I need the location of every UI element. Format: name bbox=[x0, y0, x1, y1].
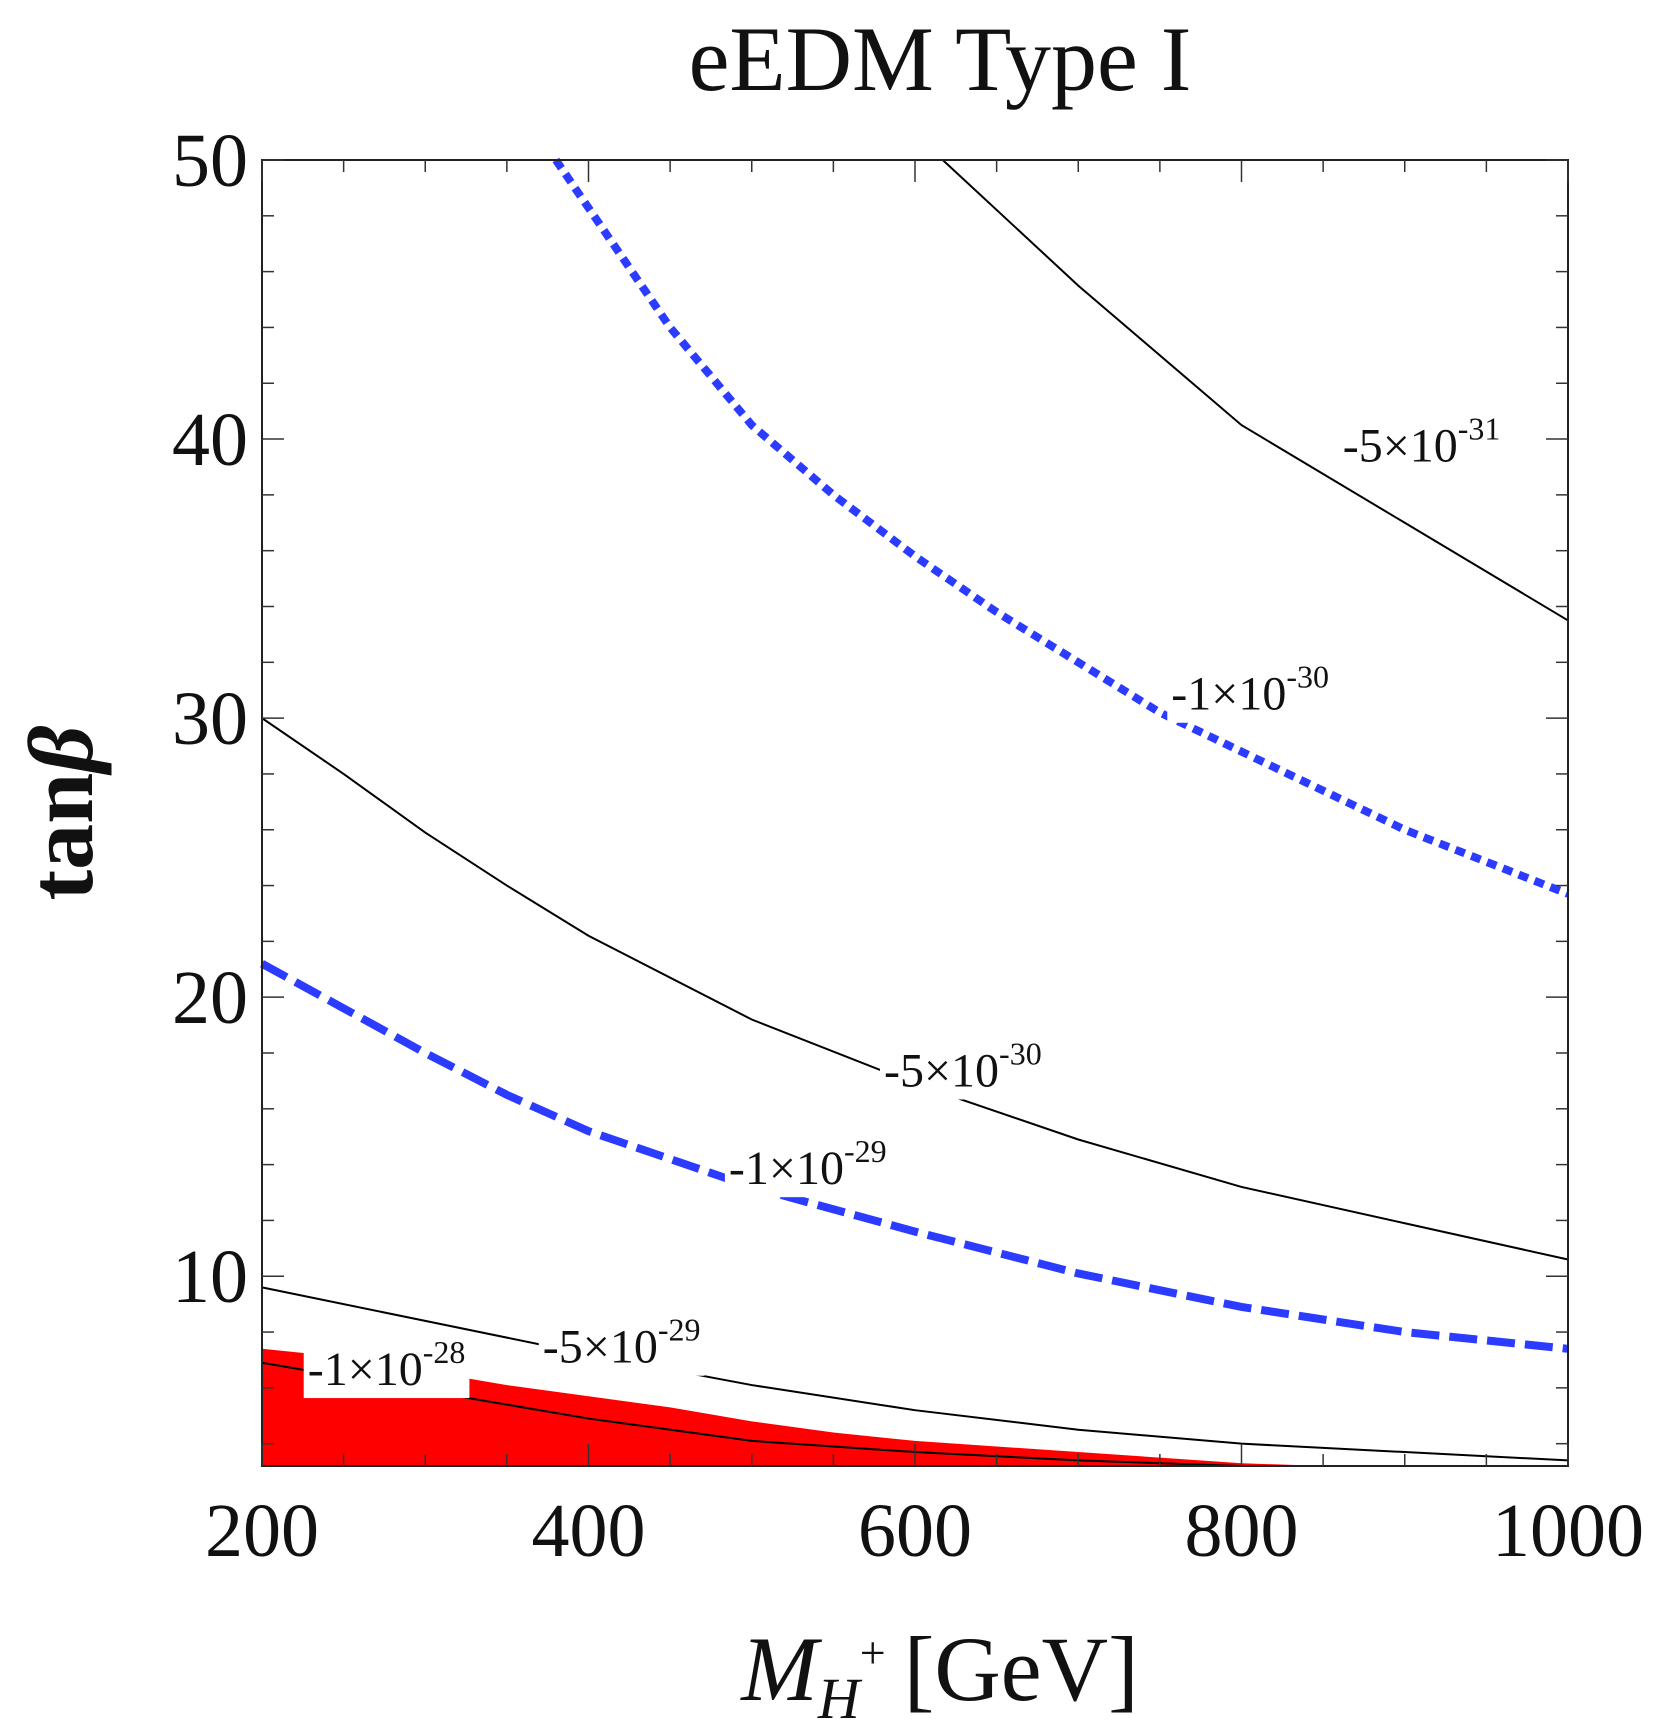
y-tick-label: 50 bbox=[172, 119, 248, 203]
contour-label-background bbox=[1338, 408, 1505, 475]
y-axis-label: tanβ bbox=[10, 726, 112, 901]
contour-label-mantissa: -1×10 bbox=[729, 1142, 844, 1195]
contour-label-6: -1×10-28 bbox=[303, 1332, 470, 1399]
x-tick-label: 200 bbox=[205, 1489, 319, 1573]
contour-label-exponent: -30 bbox=[999, 1035, 1042, 1071]
svg-text:-1×10-29: -1×10-29 bbox=[729, 1133, 887, 1195]
x-axis-label-unit: [GeV] bbox=[904, 1618, 1139, 1720]
x-tick-label: 400 bbox=[532, 1489, 646, 1573]
contour-line-1 bbox=[942, 159, 1569, 622]
contour-line-5 bbox=[261, 1286, 1569, 1462]
contour-label-3: -5×10-30 bbox=[879, 1033, 1046, 1100]
excluded-region-layer bbox=[262, 1348, 1324, 1466]
x-axis-label-main: M bbox=[739, 1618, 822, 1720]
contour-label-mantissa: -5×10 bbox=[543, 1321, 658, 1374]
x-tick-label: 800 bbox=[1185, 1489, 1299, 1573]
x-axis-label-sub: H bbox=[817, 1666, 863, 1727]
x-tick-label: 600 bbox=[858, 1489, 972, 1573]
plot-frame bbox=[261, 159, 1569, 1467]
y-tick-label: 20 bbox=[172, 956, 248, 1040]
svg-text:-5×10-31: -5×10-31 bbox=[1343, 410, 1501, 472]
contour-label-background bbox=[538, 1309, 705, 1376]
contour-line-4 bbox=[260, 960, 1569, 1353]
contour-label-exponent: -29 bbox=[844, 1133, 887, 1169]
contour-label-2: -1×10-30 bbox=[1167, 656, 1334, 723]
x-tick-label: 1000 bbox=[1492, 1489, 1644, 1573]
contour-label-5: -5×10-29 bbox=[538, 1309, 705, 1376]
y-tick-label: 40 bbox=[172, 398, 248, 482]
svg-text:-1×10-28: -1×10-28 bbox=[308, 1334, 466, 1396]
contour-label-mantissa: -1×10 bbox=[308, 1343, 423, 1396]
y-tick-label: 30 bbox=[172, 677, 248, 761]
svg-text:-5×10-29: -5×10-29 bbox=[543, 1312, 701, 1374]
chart-title: eEDM Type I bbox=[689, 8, 1192, 110]
svg-text:-5×10-30: -5×10-30 bbox=[884, 1035, 1042, 1097]
tick-layer: 200 400 600 800 1000 10 20 30 40 50 bbox=[172, 119, 1644, 1573]
contour-label-exponent: -31 bbox=[1458, 410, 1501, 446]
y-axis-label-greek: β bbox=[10, 726, 112, 776]
svg-text:-1×10-30: -1×10-30 bbox=[1171, 659, 1329, 721]
contour-label-exponent: -28 bbox=[423, 1334, 466, 1370]
contour-label-background bbox=[879, 1033, 1046, 1100]
contour-label-exponent: -29 bbox=[658, 1312, 701, 1348]
contour-layer bbox=[260, 157, 1570, 1467]
contour-label-4: -1×10-29 bbox=[724, 1131, 891, 1198]
contour-label-exponent: -30 bbox=[1286, 659, 1329, 695]
contour-label-mantissa: -1×10 bbox=[1171, 668, 1286, 721]
x-axis-label: MH+ [GeV] bbox=[739, 1618, 1138, 1727]
y-tick-label: 10 bbox=[172, 1235, 248, 1319]
y-axis-label-main: tan bbox=[10, 773, 112, 901]
contour-label-mantissa: -5×10 bbox=[884, 1044, 999, 1097]
contour-label-mantissa: -5×10 bbox=[1343, 419, 1458, 472]
x-axis-label-sup: + bbox=[860, 1627, 886, 1678]
contour-label-background bbox=[724, 1131, 891, 1198]
contour-label-background bbox=[1167, 656, 1334, 723]
contour-label-layer: -5×10-31-1×10-30-5×10-30-1×10-29-5×10-29… bbox=[303, 408, 1505, 1399]
contour-label-background bbox=[303, 1332, 470, 1399]
contour-label-1: -5×10-31 bbox=[1338, 408, 1505, 475]
contour-line-2 bbox=[552, 157, 1570, 898]
contour-line-3 bbox=[261, 717, 1569, 1261]
excluded-region bbox=[262, 1348, 1324, 1466]
